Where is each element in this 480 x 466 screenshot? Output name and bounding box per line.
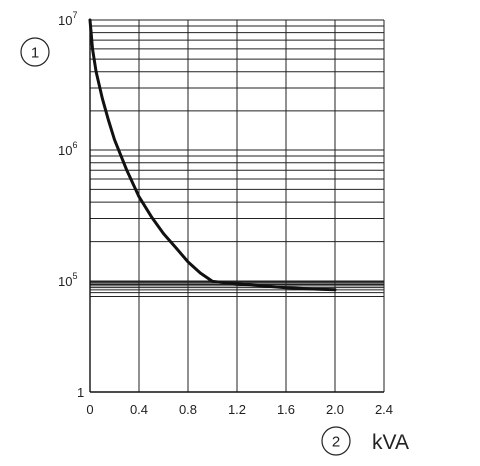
y-tick-label: 106 bbox=[58, 140, 77, 158]
x-tick-label: 0.8 bbox=[179, 402, 197, 417]
x-tick-label: 2.4 bbox=[375, 402, 393, 417]
y-axis-marker-label: 1 bbox=[31, 45, 39, 62]
x-axis-marker: 2 bbox=[321, 426, 351, 456]
x-tick-label: 1.6 bbox=[277, 402, 295, 417]
x-tick-label: 2.0 bbox=[326, 402, 344, 417]
series-layer bbox=[88, 18, 337, 292]
x-tick-label: 1.2 bbox=[228, 402, 246, 417]
y-axis-marker: 1 bbox=[20, 37, 50, 67]
y-tick-label: 1 bbox=[77, 385, 84, 400]
x-tick-label: 0.4 bbox=[130, 402, 148, 417]
y-tick-label: 105 bbox=[58, 271, 77, 289]
series-line bbox=[88, 18, 337, 292]
y-tick-label: 107 bbox=[58, 10, 77, 28]
axes bbox=[89, 20, 384, 393]
x-tick-label: 0 bbox=[86, 402, 93, 417]
x-axis-marker-label: 2 bbox=[332, 434, 340, 451]
x-axis-unit-label: kVA bbox=[372, 431, 409, 454]
grid bbox=[89, 19, 385, 392]
tick-labels: 0 0.4 0.8 1.2 1.6 2.0 2.4 1 105 106 107 bbox=[58, 10, 393, 417]
